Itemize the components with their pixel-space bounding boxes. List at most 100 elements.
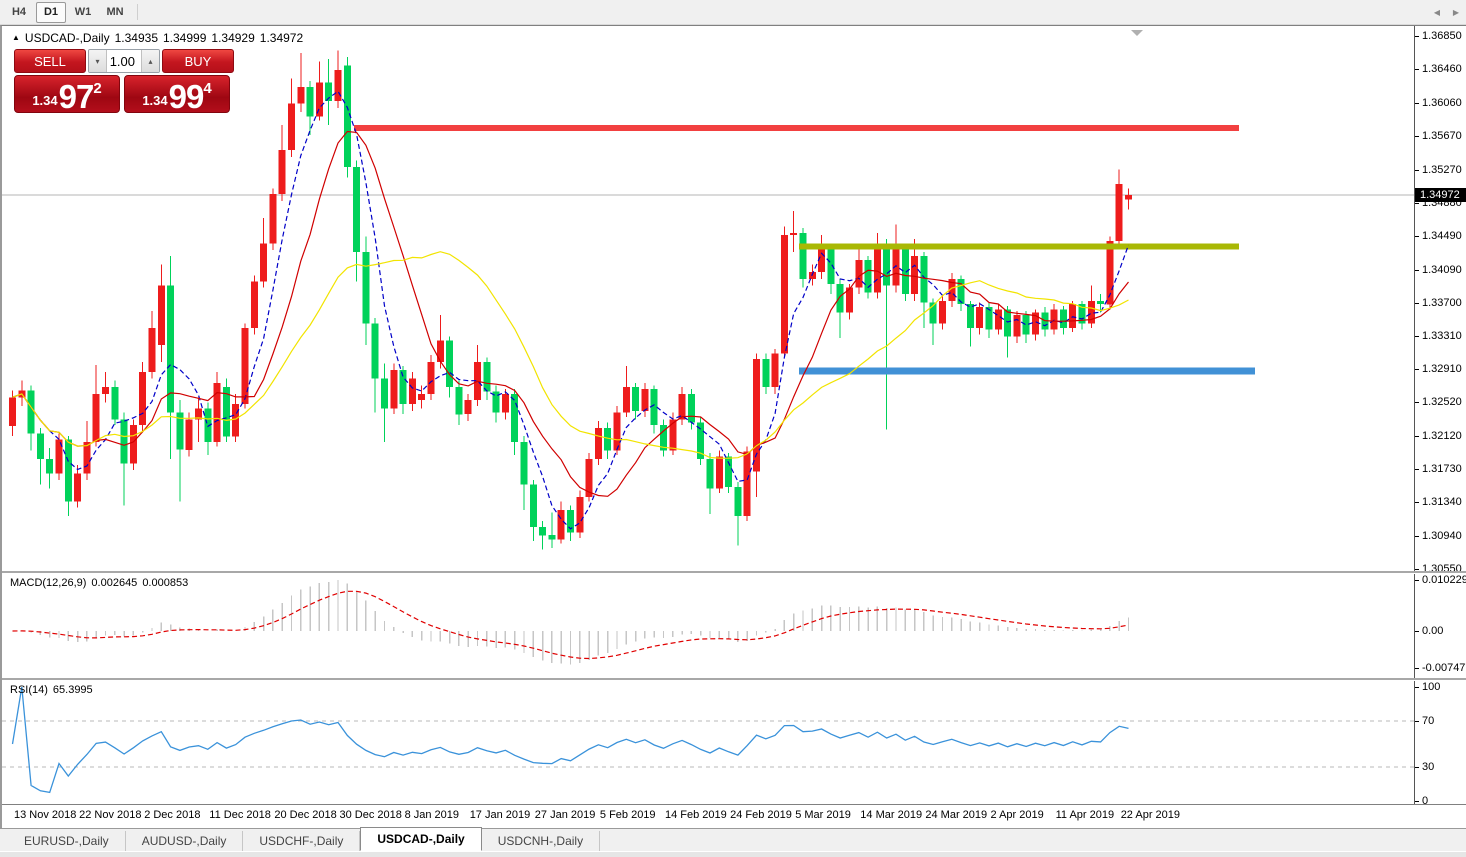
tab-scroll-right-icon[interactable]: ▶ [1452, 7, 1460, 17]
axis-tick-mark [1415, 766, 1419, 768]
macd-axis-label: 0.010229 [1422, 574, 1466, 586]
bar-high-value: 1.34999 [163, 31, 207, 45]
bar-close-value: 1.34972 [259, 31, 304, 45]
axis-tick-mark [1415, 269, 1419, 271]
axis-tick-mark [1415, 668, 1419, 670]
sell-price-pip: 2 [93, 80, 102, 97]
axis-tick-mark [1415, 135, 1419, 137]
date-axis-label: 8 Jan 2019 [404, 809, 460, 821]
axis-tick-mark [1415, 36, 1419, 37]
sell-button[interactable]: SELL [14, 49, 86, 73]
price-chart-canvas[interactable] [2, 26, 1414, 571]
date-axis-label: 2 Apr 2019 [990, 809, 1044, 821]
date-axis-label: 17 Jan 2019 [469, 809, 531, 821]
chart-title: ▲ USDCAD-,Daily 1.34935 1.34999 1.34929 … [12, 31, 303, 45]
macd-axis-label: 0.00 [1422, 625, 1444, 637]
macd-name: MACD(12,26,9) [10, 577, 87, 589]
date-axis-label: 2 Dec 2018 [144, 809, 201, 821]
price-axis-label: 1.36850 [1422, 30, 1462, 42]
axis-tick-mark [1415, 369, 1419, 371]
tab-scroll-left-icon[interactable]: ◀ [1433, 7, 1441, 17]
price-axis-label: 1.35270 [1422, 163, 1462, 176]
chart-tab-usdcnh[interactable]: USDCNH-,Daily [482, 831, 601, 851]
date-axis[interactable]: 13 Nov 2018 22 Nov 2018 2 Dec 2018 11 Dec 2… [2, 804, 1466, 829]
axis-tick-mark [1415, 801, 1419, 802]
symbol-arrow-icon: ▲ [12, 33, 20, 42]
axis-tick-mark [1415, 335, 1419, 337]
axis-tick-mark [1415, 302, 1419, 304]
toolbar-separator [137, 4, 138, 20]
price-axis-label: 1.34490 [1422, 229, 1462, 242]
panel-splitter[interactable] [2, 678, 1466, 681]
timeframe-button-mn[interactable]: MN [106, 6, 124, 18]
price-axis-label: 1.32910 [1422, 363, 1462, 376]
axis-tick-mark [1415, 687, 1419, 688]
rsi-indicator-canvas[interactable] [2, 681, 1414, 804]
price-axis-label: 1.33310 [1422, 329, 1462, 342]
axis-tick-mark [1415, 402, 1419, 404]
sell-price-big: 97 [58, 77, 95, 115]
buy-price-pip: 4 [203, 80, 212, 97]
chart-shift-icon [1131, 30, 1143, 36]
price-axis-label: 1.35670 [1422, 129, 1462, 142]
current-price-tag: 1.34972 [1415, 188, 1466, 202]
buy-price-big: 99 [168, 77, 205, 115]
bar-open-value: 1.34935 [114, 31, 158, 45]
axis-tick-mark [1415, 721, 1419, 723]
volume-input[interactable]: 1.00 [109, 53, 135, 69]
sell-price-box[interactable]: 1.34 97 2 [14, 75, 120, 113]
buy-price-box[interactable]: 1.34 99 4 [124, 75, 230, 113]
volume-decrease-icon[interactable]: ▾ [89, 50, 107, 72]
axis-tick-mark [1415, 202, 1419, 204]
chart-tab-usdchf[interactable]: USDCHF-,Daily [243, 831, 361, 851]
rsi-axis-label: 0 [1422, 795, 1429, 807]
axis-tick-mark [1415, 169, 1419, 171]
macd-axis[interactable]: 0.010229 0.00 -0.007477 [1414, 574, 1466, 678]
date-axis-label: 24 Mar 2019 [925, 809, 988, 821]
axis-tick-mark [1415, 536, 1419, 538]
axis-tick-mark [1415, 469, 1419, 471]
sell-price-prefix: 1.34 [32, 93, 58, 108]
macd-signal-value: 0.000853 [142, 577, 189, 589]
price-axis-label: 1.32120 [1422, 430, 1462, 443]
axis-tick-mark [1415, 69, 1419, 70]
date-axis-label: 24 Feb 2019 [730, 809, 792, 821]
volume-increase-icon[interactable]: ▴ [141, 50, 159, 72]
date-axis-label: 14 Feb 2019 [665, 809, 727, 821]
macd-indicator-canvas[interactable] [2, 574, 1414, 678]
chart-tab-audusd[interactable]: AUDUSD-,Daily [126, 831, 244, 851]
panel-splitter[interactable] [2, 571, 1466, 574]
chart-window: ▲ USDCAD-,Daily 1.34935 1.34999 1.34929 … [0, 25, 1466, 829]
chart-tab-usdcad[interactable]: USDCAD-,Daily [360, 827, 482, 851]
date-axis-label: 27 Jan 2019 [534, 809, 596, 821]
price-axis-label: 1.31730 [1422, 463, 1462, 476]
chart-symbol: USDCAD-,Daily [24, 31, 110, 45]
date-axis-label: 14 Mar 2019 [860, 809, 923, 821]
timeframe-button-w1[interactable]: W1 [74, 6, 92, 18]
timeframe-button-h4[interactable]: H4 [11, 6, 27, 18]
date-axis-label: 5 Mar 2019 [795, 809, 851, 821]
chart-tab-eurusd[interactable]: EURUSD-,Daily [8, 831, 126, 851]
macd-main-value: 0.002645 [91, 577, 138, 589]
price-axis[interactable]: 1.36850 1.36460 1.36060 1.35670 1.35270 1.348… [1414, 26, 1466, 575]
date-axis-label: 20 Dec 2018 [274, 809, 337, 821]
price-axis-label: 1.36460 [1422, 63, 1462, 75]
volume-stepper: ▾ 1.00 ▴ [88, 49, 160, 73]
date-axis-label: 22 Nov 2018 [79, 809, 142, 821]
axis-tick-mark [1415, 436, 1419, 438]
price-axis-label: 1.31340 [1422, 496, 1462, 509]
axis-tick-mark [1415, 580, 1419, 581]
rsi-axis[interactable]: 100 70 30 0 [1414, 681, 1466, 807]
timeframe-toolbar: H4 D1 W1 MN [0, 0, 1466, 25]
date-axis-label: 11 Dec 2018 [209, 809, 271, 821]
rsi-label: RSI(14) 65.3995 [10, 684, 93, 696]
axis-tick-mark [1415, 569, 1419, 571]
price-axis-label: 1.33700 [1422, 296, 1462, 309]
buy-button[interactable]: BUY [162, 49, 234, 73]
date-axis-label: 22 Apr 2019 [1120, 809, 1181, 821]
rsi-axis-label: 100 [1422, 681, 1441, 693]
axis-tick-mark [1415, 102, 1419, 104]
timeframe-button-d1[interactable]: D1 [36, 1, 66, 23]
rsi-name: RSI(14) [10, 684, 48, 696]
date-axis-label: 5 Feb 2019 [599, 809, 656, 821]
